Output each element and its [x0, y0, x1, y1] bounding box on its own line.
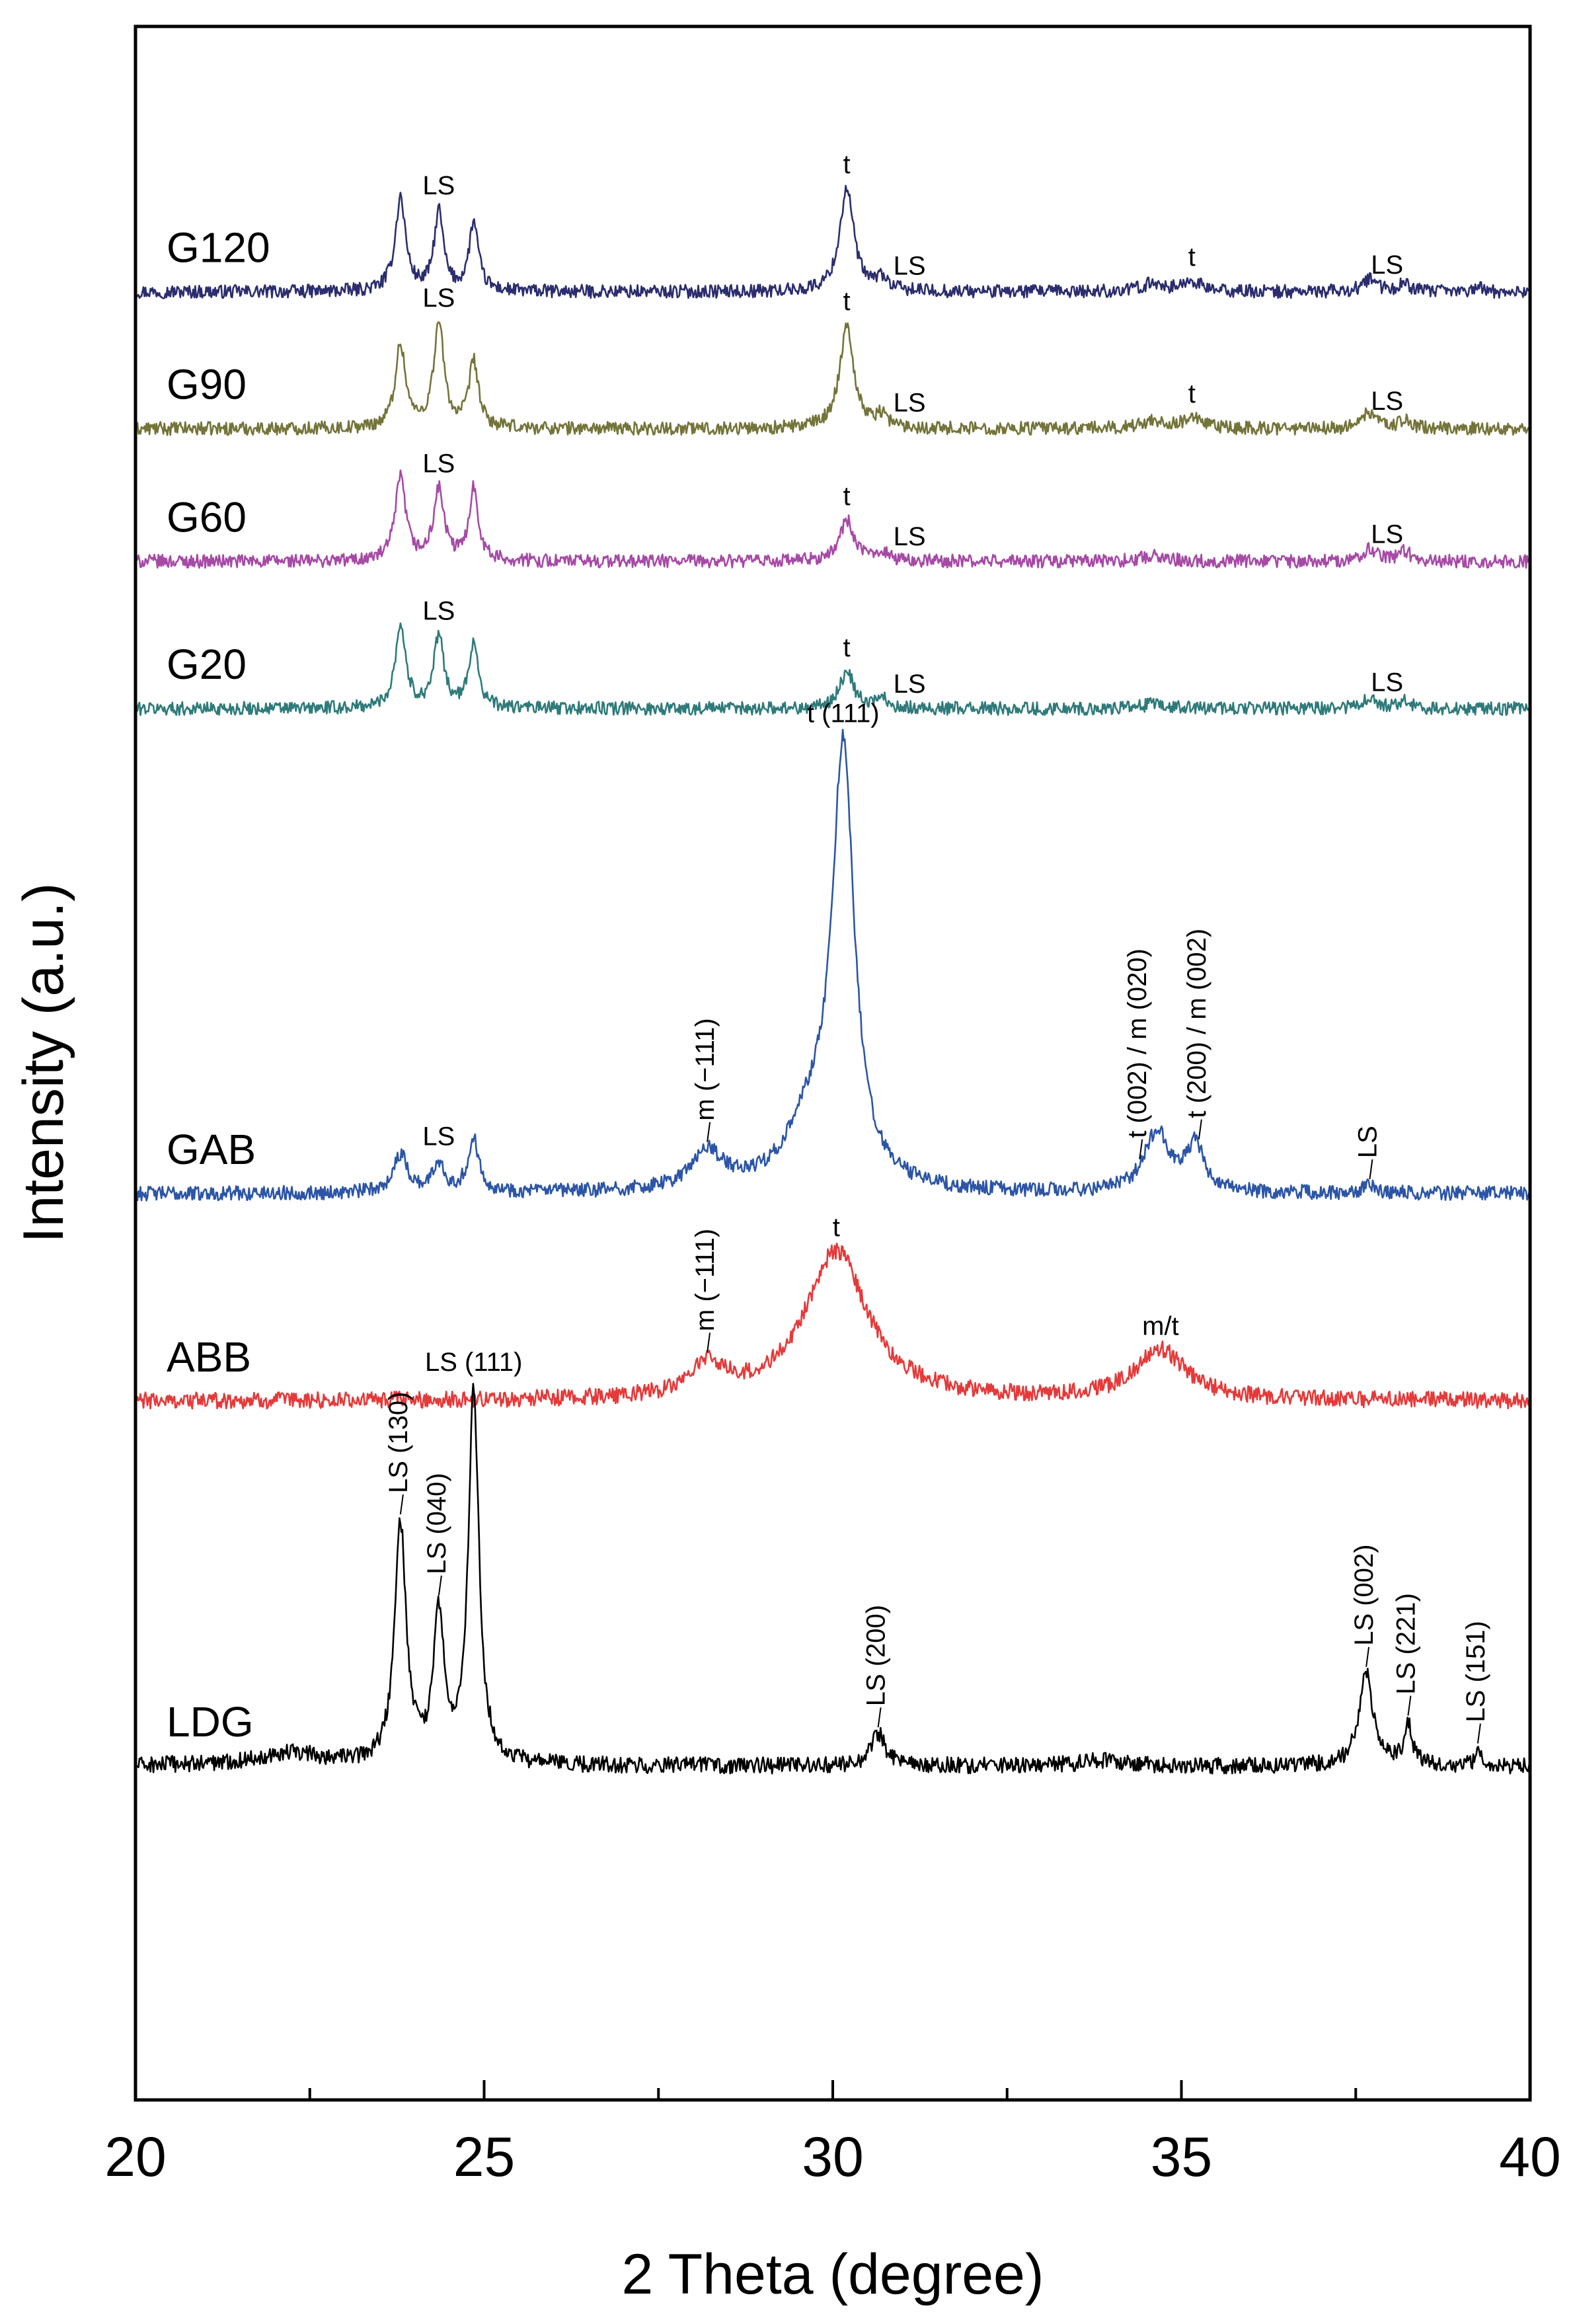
peak-label-g90-6: t	[843, 287, 851, 316]
peak-label-abb-25: m (−111)	[691, 1229, 720, 1331]
peak-label-g120-4: LS	[1371, 251, 1403, 280]
x-tick-label: 30	[802, 2126, 863, 2188]
peak-label-g60-13: LS	[1371, 520, 1403, 549]
peak-label-ldg-28: LS (040)	[422, 1473, 451, 1574]
trace-g60	[134, 469, 1531, 569]
x-tick-label: 35	[1151, 2126, 1212, 2188]
peak-label-g90-8: t	[1188, 379, 1196, 408]
peak-label-g120-0: LS	[422, 171, 455, 200]
x-tick-label: 20	[104, 2126, 166, 2188]
peak-label-g120-1: t	[843, 150, 851, 179]
series-label-g60: G60	[167, 493, 247, 541]
peak-label-g20-15: t	[843, 633, 851, 662]
peak-label-ldg-32: LS (221)	[1391, 1593, 1420, 1694]
peak-label-ldg-27: LS (130)	[384, 1392, 413, 1493]
trace-g120	[134, 184, 1531, 299]
series-label-gab: GAB	[167, 1126, 256, 1173]
peak-leader-line	[438, 1575, 442, 1596]
peak-label-gab-23: LS	[1353, 1126, 1382, 1158]
peak-label-gab-21: t (002) / m (020)	[1123, 949, 1152, 1138]
peak-label-abb-24: t	[833, 1213, 840, 1242]
x-axis-title: 2 Theta (degree)	[621, 2243, 1044, 2306]
peak-label-g90-5: LS	[422, 284, 455, 313]
peak-leader-line	[707, 1122, 711, 1142]
peak-annotations-layer: LS t LS t LS LS t LS t LS LS t LS LS LS t LS LS t (111) LS m…	[384, 150, 1490, 1744]
peak-label-g60-12: LS	[894, 522, 926, 551]
trace-abb	[135, 1242, 1531, 1410]
peak-label-ldg-29: LS (111)	[425, 1348, 522, 1377]
peak-label-g90-7: LS	[894, 389, 926, 418]
peak-label-g120-3: t	[1188, 243, 1196, 272]
trace-g20	[134, 622, 1531, 717]
peak-label-gab-22: t (200) / m (002)	[1182, 929, 1211, 1118]
peak-label-g20-17: LS	[1371, 668, 1403, 697]
peak-leader-line	[1139, 1139, 1143, 1159]
peak-label-abb-26: m/t	[1142, 1311, 1179, 1340]
peak-label-g60-10: LS	[422, 449, 455, 479]
peak-label-g20-14: LS	[422, 597, 455, 626]
y-axis-title: Intensity (a.u.)	[12, 883, 75, 1243]
series-label-g90: G90	[167, 361, 247, 408]
peak-label-ldg-31: LS (002)	[1350, 1544, 1379, 1645]
trace-g90	[134, 321, 1531, 436]
peak-leader-line	[399, 1494, 404, 1515]
peak-label-ldg-33: LS (151)	[1461, 1621, 1490, 1722]
series-labels-layer: G120 G90 G60 G20 GAB ABB LDG	[167, 224, 270, 1746]
series-label-g120: G120	[167, 224, 270, 272]
peak-label-ldg-30: LS (200)	[862, 1605, 891, 1706]
peak-leader-line	[877, 1707, 882, 1728]
x-tick-label: 40	[1499, 2126, 1560, 2188]
peak-label-g60-11: t	[843, 482, 851, 511]
x-axis-ticks: 20 25 30 35 40	[104, 2080, 1561, 2188]
peak-leader-line	[1477, 1723, 1481, 1744]
peak-label-gab-20: m (−111)	[691, 1018, 720, 1120]
trace-ldg	[134, 1383, 1531, 1775]
peak-label-g20-16: LS	[894, 670, 926, 699]
peak-label-gab-18: t (111)	[807, 699, 880, 728]
peak-leader-line	[1365, 1646, 1370, 1667]
x-tick-label: 25	[453, 2126, 515, 2188]
peak-label-g120-2: LS	[894, 252, 926, 281]
peak-leader-line	[1198, 1119, 1202, 1140]
peak-label-gab-19: LS	[422, 1122, 455, 1151]
peak-leader-line	[1407, 1695, 1412, 1716]
series-label-abb: ABB	[167, 1333, 251, 1381]
peak-leader-line	[707, 1332, 711, 1353]
series-label-g20: G20	[167, 640, 247, 688]
trace-gab	[134, 728, 1531, 1202]
peak-leader-line	[1369, 1159, 1373, 1180]
peak-label-g90-9: LS	[1371, 387, 1403, 416]
series-label-ldg: LDG	[167, 1698, 254, 1746]
traces-layer	[134, 184, 1531, 1775]
